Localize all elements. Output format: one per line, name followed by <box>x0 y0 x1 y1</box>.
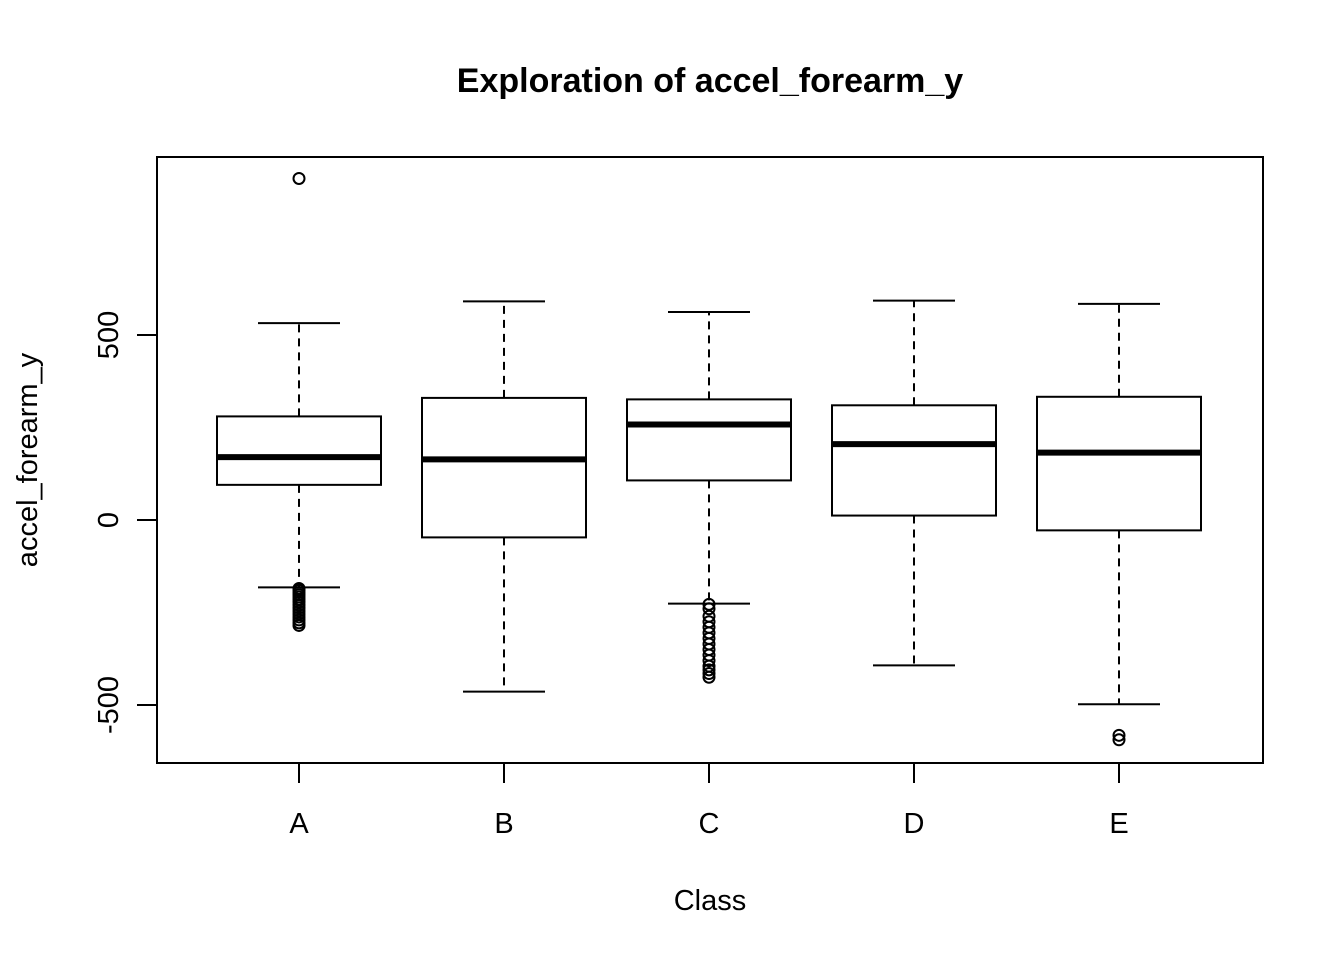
box-iqr <box>1036 395 1202 532</box>
outlier-point <box>292 171 306 185</box>
x-tick-label: D <box>904 808 925 840</box>
x-axis-label: Class <box>674 885 747 917</box>
outlier-point <box>702 602 716 616</box>
box-group <box>216 171 1202 747</box>
y-tick-label: 0 <box>93 512 125 528</box>
outlier-point <box>702 670 716 684</box>
y-tick-label: -500 <box>93 676 125 734</box>
box-E <box>1036 302 1202 747</box>
y-axis-label: accel_forearm_y <box>12 352 44 567</box>
outlier-point <box>1112 728 1126 742</box>
box-iqr <box>216 415 382 486</box>
outlier-point <box>1112 733 1126 747</box>
x-tick-label: E <box>1109 808 1128 840</box>
outlier-point <box>702 663 716 677</box>
x-tick-label: C <box>699 808 720 840</box>
outlier-point <box>292 618 306 632</box>
box-iqr <box>626 398 792 482</box>
x-tick-label: A <box>289 808 309 840</box>
box-iqr <box>421 396 587 539</box>
y-tick-label: 500 <box>93 311 125 359</box>
box-B <box>421 300 587 693</box>
box-A <box>216 171 382 632</box>
box-D <box>831 299 997 667</box>
box-C <box>626 311 792 684</box>
outlier-point <box>702 667 716 681</box>
box-iqr <box>831 404 997 517</box>
x-axis: A B C D E <box>289 763 1129 840</box>
x-tick-label: B <box>494 808 513 840</box>
y-axis: -500 0 500 <box>93 311 157 734</box>
outlier-point <box>702 654 716 668</box>
chart-title: Exploration of accel_forearm_y <box>457 62 964 100</box>
